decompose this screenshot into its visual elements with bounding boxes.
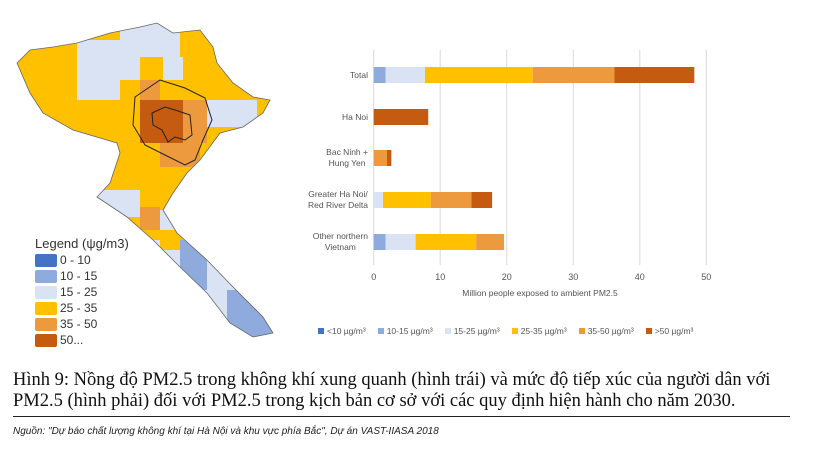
bar-segment	[424, 67, 533, 83]
map-legend-title: Legend (ψg/m3)	[35, 236, 129, 251]
chart-legend-label: 35-50 µg/m³	[587, 326, 634, 336]
map-legend-item: 50...	[35, 332, 129, 348]
bar-segment	[383, 192, 431, 208]
x-tick-label: 20	[502, 272, 512, 282]
category-label: Bac Ninh + Hung Yen	[326, 147, 368, 168]
chart-legend-item: 35-50 µg/m³	[578, 326, 634, 336]
map-legend-item: 15 - 25	[35, 284, 129, 300]
category-label: Greater Ha Noi/ Red River Delta	[308, 189, 368, 210]
bar-segment	[614, 67, 695, 83]
red-river-delta-boundary	[132, 79, 213, 166]
map-legend-item: 10 - 15	[35, 268, 129, 284]
x-tick-label: 30	[568, 272, 578, 282]
chart-legend-swatch	[645, 328, 652, 334]
chart-legend-item: >50 µg/m³	[645, 326, 694, 336]
category-label: Total	[350, 69, 368, 80]
bar-segment	[471, 192, 493, 208]
map-legend-swatch	[35, 301, 57, 315]
figure-source: Nguồn: "Dự báo chất lượng không khí tại …	[13, 426, 439, 437]
map-legend: Legend (ψg/m3) 0 - 10 10 - 15 15 - 25 25 - …	[35, 236, 129, 348]
chart-legend-item: 10-15 µg/m³	[377, 326, 433, 336]
map-legend-label: 50...	[60, 333, 84, 347]
exposure-bar-chart: 0 10 20 30 40 50 Million people exposed to amb…	[371, 50, 711, 298]
bar-segment	[373, 150, 388, 166]
map-legend-swatch	[35, 285, 57, 299]
bar-segment	[385, 234, 416, 250]
pm25-concentration-map	[16, 22, 274, 338]
bar-segment	[385, 67, 425, 83]
chart-legend-swatch	[377, 328, 384, 334]
map-legend-swatch	[35, 317, 57, 331]
bar-segment	[430, 192, 472, 208]
chart-legend-label: 15-25 µg/m³	[453, 326, 500, 336]
bar-segment	[387, 150, 392, 166]
map-legend-swatch	[35, 333, 57, 347]
map-legend-label: 25 - 35	[60, 301, 98, 315]
map-legend-label: 35 - 50	[60, 317, 98, 331]
chart-legend-item: 25-35 µg/m³	[511, 326, 567, 336]
map-legend-item: 0 - 10	[35, 252, 129, 268]
chart-legend: <10 µg/m³ 10-15 µg/m³ 15-25 µg/m³ 25-35 µg/…	[318, 326, 693, 336]
map-legend-swatch	[35, 253, 57, 267]
map-legend-swatch	[35, 269, 57, 283]
x-axis-label: Million people exposed to ambient PM2.5	[462, 288, 618, 298]
category-label: Ha Noi	[342, 111, 368, 122]
hanoi-boundary	[151, 106, 193, 143]
map-legend-item: 25 - 35	[35, 300, 129, 316]
figure-caption: Hình 9: Nồng độ PM2.5 trong không khí xu…	[13, 370, 771, 411]
caption-rule	[13, 416, 790, 417]
chart-legend-swatch	[578, 328, 585, 334]
bar-segment	[476, 234, 505, 250]
bar-segment	[373, 67, 386, 83]
bar-segment	[415, 234, 477, 250]
x-tick-label: 40	[635, 272, 645, 282]
chart-legend-swatch	[444, 328, 451, 334]
category-label: Other northern Vietnam	[312, 231, 368, 252]
chart-legend-item: <10 µg/m³	[318, 326, 366, 336]
chart-legend-label: 25-35 µg/m³	[520, 326, 567, 336]
chart-legend-label: >50 µg/m³	[654, 326, 694, 336]
chart-legend-label: 10-15 µg/m³	[386, 326, 433, 336]
map-legend-item: 35 - 50	[35, 316, 129, 332]
x-tick-label: 0	[371, 272, 376, 282]
bar-segment	[373, 234, 386, 250]
chart-legend-swatch	[318, 328, 324, 334]
bar-segment	[373, 192, 384, 208]
map-legend-label: 10 - 15	[60, 269, 98, 283]
chart-legend-item: 15-25 µg/m³	[444, 326, 500, 336]
map-legend-label: 0 - 10	[60, 253, 91, 267]
chart-legend-label: <10 µg/m³	[327, 326, 366, 336]
x-tick-label: 50	[701, 272, 711, 282]
bar-segment	[373, 109, 429, 125]
map-legend-label: 15 - 25	[60, 285, 98, 299]
x-tick-label: 10	[435, 272, 445, 282]
bar-segment	[532, 67, 615, 83]
chart-legend-swatch	[511, 328, 518, 334]
